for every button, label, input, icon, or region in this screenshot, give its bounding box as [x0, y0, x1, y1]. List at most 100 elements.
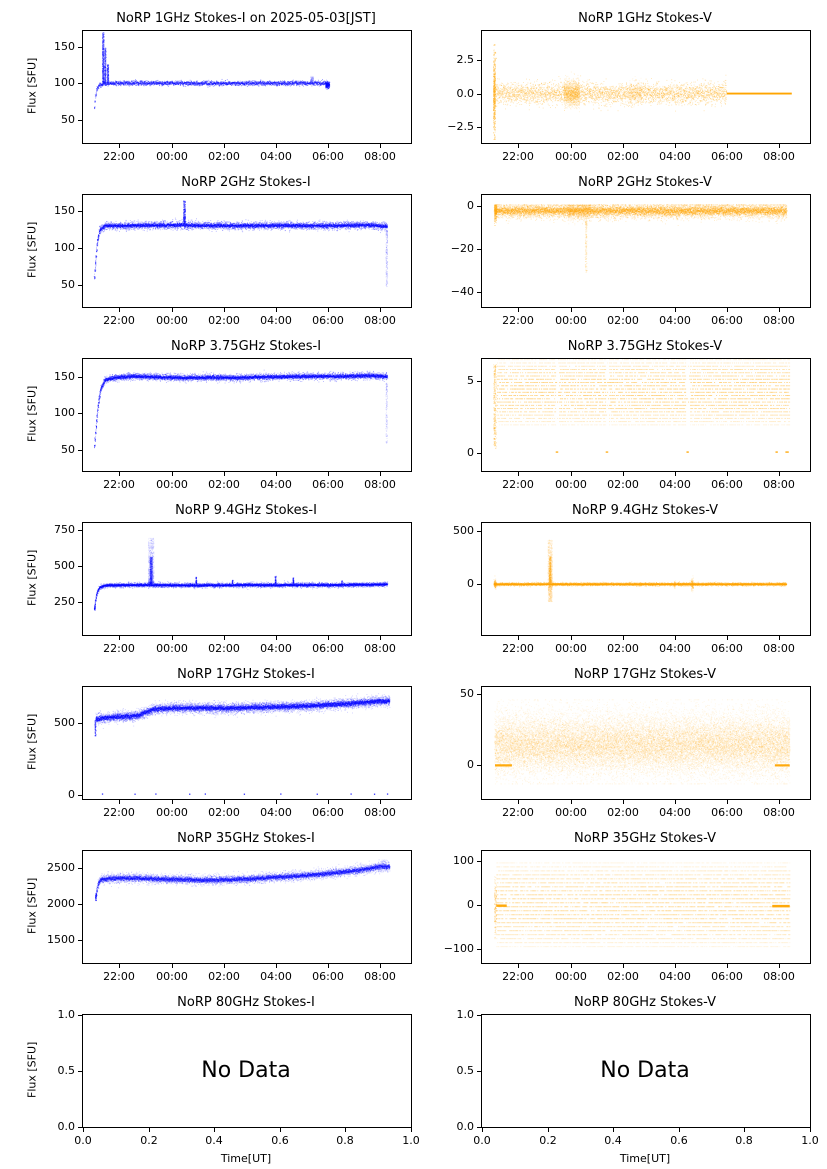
- x-tick-label: 22:00: [502, 970, 534, 983]
- x-tick-mark: [623, 800, 624, 804]
- x-tick-mark: [119, 800, 120, 804]
- y-tick-label: −20: [450, 242, 474, 255]
- x-tick-label: 04:00: [260, 642, 292, 655]
- x-axis-label: Time[UT]: [619, 1152, 671, 1165]
- x-tick-label: 0.2: [539, 1134, 557, 1147]
- x-tick-mark: [482, 1128, 483, 1132]
- x-tick-mark: [224, 964, 225, 968]
- x-tick-mark: [328, 964, 329, 968]
- x-tick-label: 08:00: [364, 314, 396, 327]
- x-tick-label: 0.4: [604, 1134, 622, 1147]
- y-tick-mark: [78, 450, 82, 451]
- plot-area: [481, 686, 811, 800]
- plot-area: [481, 522, 811, 636]
- y-tick-label: 250: [54, 595, 75, 608]
- x-tick-label: 08:00: [364, 970, 396, 983]
- x-tick-mark: [380, 636, 381, 640]
- subplot-norp-9.4ghz-stokes-v: NoRP 9.4GHz Stokes-V 22:00 00:00 02:00 04:00…: [414, 500, 827, 664]
- x-tick-mark: [675, 144, 676, 148]
- x-tick-mark: [280, 1128, 281, 1132]
- y-tick-label: 5: [467, 374, 474, 387]
- y-tick-label: 150: [54, 204, 75, 217]
- x-tick-mark: [172, 800, 173, 804]
- plot-area: [481, 1014, 811, 1128]
- y-tick-label: 1.0: [57, 1008, 76, 1021]
- x-tick-label: 06:00: [711, 642, 743, 655]
- x-tick-mark: [276, 800, 277, 804]
- plot-area: [82, 194, 412, 308]
- x-tick-label: 0.4: [205, 1134, 223, 1147]
- x-tick-mark: [675, 800, 676, 804]
- x-tick-mark: [518, 636, 519, 640]
- y-tick-mark: [477, 531, 481, 532]
- x-tick-mark: [276, 144, 277, 148]
- y-tick-mark: [78, 285, 82, 286]
- x-tick-label: 06:00: [312, 970, 344, 983]
- plot-title: NoRP 17GHz Stokes-V: [574, 667, 716, 682]
- x-tick-label: 08:00: [763, 150, 795, 163]
- x-tick-label: 02:00: [607, 642, 639, 655]
- x-tick-mark: [779, 636, 780, 640]
- subplot-norp-9.4ghz-stokes-i: NoRP 9.4GHz Stokes-I Flux [SFU] 22:00 00:00…: [0, 500, 413, 664]
- x-tick-label: 06:00: [711, 806, 743, 819]
- y-axis-label: Flux [SFU]: [25, 713, 39, 771]
- x-tick-mark: [518, 800, 519, 804]
- y-tick-label: 100: [54, 241, 75, 254]
- subplot-norp-2ghz-stokes-v: NoRP 2GHz Stokes-V 22:00 00:00 02:00 04:00 06…: [414, 172, 827, 336]
- x-tick-mark: [779, 964, 780, 968]
- plot-title: NoRP 35GHz Stokes-I: [177, 831, 315, 846]
- x-tick-mark: [675, 472, 676, 476]
- x-tick-label: 08:00: [364, 806, 396, 819]
- no-data-text: No Data: [600, 1057, 690, 1083]
- y-tick-label: 0.0: [456, 87, 475, 100]
- y-tick-label: 0.5: [57, 1064, 76, 1077]
- no-data-text: No Data: [201, 1057, 291, 1083]
- plot-area: [82, 30, 412, 144]
- x-tick-mark: [623, 964, 624, 968]
- plot-title: NoRP 2GHz Stokes-V: [578, 175, 712, 190]
- x-tick-label: 08:00: [364, 642, 396, 655]
- plot-title: NoRP 3.75GHz Stokes-I: [170, 339, 322, 354]
- y-tick-mark: [477, 60, 481, 61]
- x-tick-label: 04:00: [659, 150, 691, 163]
- plot-title: NoRP 9.4GHz Stokes-I: [175, 503, 317, 518]
- x-tick-mark: [623, 144, 624, 148]
- x-tick-mark: [727, 636, 728, 640]
- x-tick-mark: [224, 472, 225, 476]
- x-tick-mark: [276, 636, 277, 640]
- x-tick-mark: [328, 636, 329, 640]
- x-tick-label: 00:00: [555, 806, 587, 819]
- x-tick-label: 04:00: [659, 970, 691, 983]
- x-tick-label: 02:00: [607, 970, 639, 983]
- plot-title: NoRP 2GHz Stokes-I: [181, 175, 311, 190]
- y-tick-label: −2.5: [447, 120, 474, 133]
- x-tick-label: 0.8: [336, 1134, 354, 1147]
- x-tick-mark: [571, 308, 572, 312]
- x-tick-label: 06:00: [711, 970, 743, 983]
- x-tick-label: 08:00: [763, 970, 795, 983]
- x-tick-mark: [548, 1128, 549, 1132]
- x-tick-mark: [779, 800, 780, 804]
- plot-area: [481, 358, 811, 472]
- subplot-norp-80ghz-stokes-v: NoRP 80GHz Stokes-V 0.0 0.2 0.4 0.6 0.8 1.0 0.0…: [414, 992, 827, 1169]
- x-tick-label: 0.6: [271, 1134, 289, 1147]
- y-tick-mark: [78, 377, 82, 378]
- x-tick-label: 04:00: [659, 642, 691, 655]
- plot-title: NoRP 35GHz Stokes-V: [574, 831, 716, 846]
- x-tick-mark: [149, 1128, 150, 1132]
- plot-area: [82, 522, 412, 636]
- x-tick-mark: [380, 144, 381, 148]
- x-tick-mark: [727, 472, 728, 476]
- x-tick-mark: [727, 964, 728, 968]
- x-tick-label: 00:00: [156, 642, 188, 655]
- x-axis-label: Time[UT]: [220, 1152, 272, 1165]
- y-tick-mark: [78, 83, 82, 84]
- subplot-norp-17ghz-stokes-i: NoRP 17GHz Stokes-I Flux [SFU] 22:00 00:00 0…: [0, 664, 413, 828]
- y-axis-label: Flux [SFU]: [25, 549, 39, 607]
- y-tick-mark: [78, 602, 82, 603]
- subplot-norp-80ghz-stokes-i: NoRP 80GHz Stokes-I Flux [SFU] 0.0 0.2 0.4 0.…: [0, 992, 420, 1169]
- x-tick-label: 06:00: [312, 150, 344, 163]
- x-tick-mark: [119, 308, 120, 312]
- x-tick-mark: [345, 1128, 346, 1132]
